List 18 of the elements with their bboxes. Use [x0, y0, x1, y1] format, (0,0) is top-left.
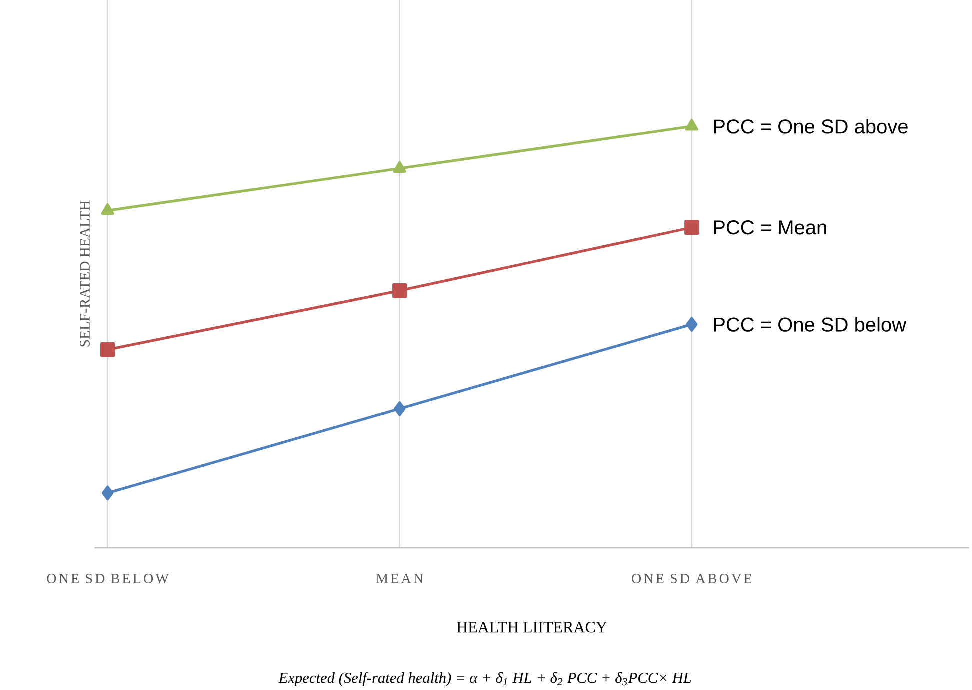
x-tick-label: ONE SD ABOVE [632, 574, 752, 584]
point [685, 119, 698, 131]
point [101, 203, 114, 216]
series-label: PCC = One SD above [714, 119, 908, 134]
text: Expected (Self-rated health) = α + δ$_{1}$ HL + δ$_{2}$ PCC + δ$_{3}$PCC× HL [278, 672, 692, 686]
y-axis-title: SELF-RATED HEALTH [80, 200, 90, 347]
x-tick-label: MEAN [376, 574, 424, 584]
point [102, 486, 114, 501]
series-label: PCC = Mean [714, 220, 826, 235]
point [394, 402, 406, 416]
point [684, 220, 700, 235]
point [100, 342, 116, 358]
point [392, 284, 408, 298]
x-tick-label: ONE SD BELOW [47, 574, 169, 584]
point [393, 161, 406, 173]
point [686, 317, 698, 332]
x-axis-title: HEALTH LIITERACY [456, 622, 608, 633]
series-label: PCC = One SD below [714, 317, 907, 332]
